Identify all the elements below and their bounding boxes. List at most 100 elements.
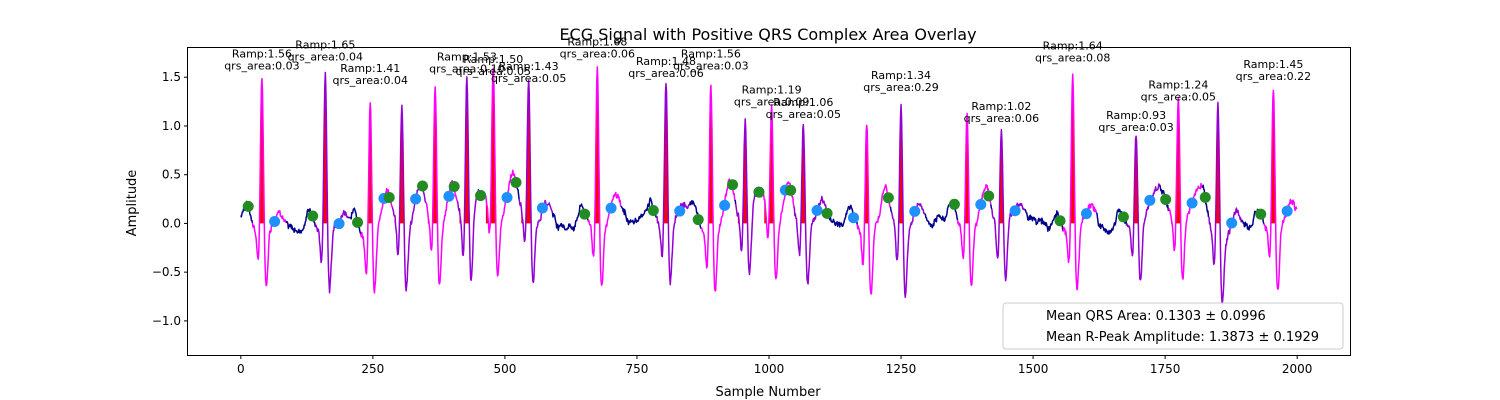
p-wave-marker-3 (383, 192, 395, 204)
annotation-ramp-3: Ramp:1.53 (437, 50, 497, 63)
annotation-ramp-16: Ramp:1.45 (1243, 58, 1303, 71)
annotation-ramp-14: Ramp:0.93 (1106, 109, 1166, 122)
annotation-qrs-area-11: qrs_area:0.29 (863, 81, 938, 94)
ecg-signal-segment-11 (518, 79, 554, 284)
t-wave-marker-21 (1226, 217, 1238, 229)
p-wave-marker-1 (307, 210, 319, 222)
t-wave-marker-1 (333, 218, 345, 230)
beat-annotations: Ramp:1.56qrs_area:0.03Ramp:1.65qrs_area:… (224, 36, 1311, 134)
annotation-qrs-area-9: qrs_area:0.09 (734, 95, 809, 108)
y-tick-label: −0.5 (152, 265, 181, 279)
y-tick-label: 0.0 (162, 216, 181, 230)
x-tick-label: 1500 (1018, 362, 1049, 376)
chart-title: ECG Signal with Positive QRS Complex Are… (559, 25, 976, 44)
annotation-qrs-area-3: qrs_area:0.10 (429, 62, 504, 75)
p-wave-marker-6 (475, 189, 487, 201)
ecg-signal-segment-5 (359, 102, 394, 294)
y-axis-label: Amplitude (125, 170, 140, 237)
ecg-signal-segment-22 (826, 204, 858, 228)
y-tick-label: −1.0 (152, 314, 181, 328)
annotation-ramp-6: Ramp:1.68 (567, 36, 627, 49)
p-wave-marker-0 (242, 200, 254, 212)
p-wave-marker-9 (647, 204, 659, 216)
ecg-signal-segment-17 (700, 84, 736, 292)
t-wave-marker-0 (269, 215, 281, 227)
x-tick-label: 1250 (886, 362, 917, 376)
p-wave-marker-12 (753, 186, 765, 198)
annotation-qrs-area-6: qrs_area:0.06 (560, 48, 635, 61)
t-wave-marker-18 (1080, 208, 1092, 220)
ecg-signal-segment-35 (1168, 96, 1203, 280)
t-wave-marker-17 (1009, 205, 1021, 217)
annotation-qrs-area-2: qrs_area:0.04 (332, 74, 407, 87)
t-wave-marker-22 (1281, 205, 1293, 217)
annotation-qrs-area-15: qrs_area:0.05 (1141, 91, 1216, 104)
t-wave-marker-14 (848, 212, 860, 224)
t-wave-marker-6 (501, 192, 513, 204)
ecg-signal-segment-28 (990, 204, 993, 210)
ecg-signal-segment-12 (551, 203, 589, 232)
annotation-ramp-4: Ramp:1.50 (463, 53, 523, 66)
t-wave-marker-8 (605, 202, 617, 214)
ecg-signal-segment-21 (793, 123, 828, 285)
x-tick-label: 0 (237, 362, 245, 376)
p-wave-marker-10 (692, 214, 704, 226)
p-wave-marker-17 (983, 190, 995, 202)
p-wave-marker-11 (727, 179, 739, 191)
x-tick-label: 2000 (1282, 362, 1313, 376)
t-wave-marker-10 (719, 199, 731, 211)
x-tick-label: 1000 (754, 362, 785, 376)
ecg-signal-segment-13 (587, 66, 622, 286)
p-wave-marker-7 (510, 177, 522, 189)
ecg-signal-segment-33 (1125, 135, 1161, 281)
legend-box (1002, 302, 1344, 350)
p-wave-marker-5 (448, 181, 460, 193)
p-wave-marker-21 (1199, 191, 1211, 203)
p-wave-marker-8 (579, 208, 591, 220)
annotation-qrs-area-12: qrs_area:0.06 (964, 112, 1039, 125)
annotation-qrs-area-10: qrs_area:0.05 (766, 108, 841, 121)
ecg-signal-segment-30 (1024, 208, 1064, 232)
annotation-ramp-1: Ramp:1.65 (295, 39, 355, 52)
t-wave-marker-19 (1144, 194, 1156, 206)
legend-entry-mean-qrs-area: Mean QRS Area: 0.1303 ± 0.0996 (1046, 309, 1266, 324)
p-wave-marker-13 (785, 184, 797, 196)
p-wave-marker-20 (1160, 194, 1172, 206)
y-tick-label: 0.5 (162, 168, 181, 182)
y-tick-label: 1.5 (162, 70, 181, 84)
ecg-signal-segment-20 (761, 104, 795, 280)
annotation-qrs-area-13: qrs_area:0.08 (1035, 52, 1110, 65)
annotation-ramp-0: Ramp:1.56 (232, 47, 292, 60)
annotation-qrs-area-1: qrs_area:0.04 (288, 51, 363, 64)
ecg-signal-segment-15 (655, 82, 691, 286)
annotation-ramp-8: Ramp:1.56 (681, 47, 741, 60)
annotation-qrs-area-5: qrs_area:0.05 (491, 72, 566, 85)
p-wave-marker-2 (352, 216, 364, 228)
t-wave-marker-13 (811, 204, 823, 216)
annotation-qrs-area-16: qrs_area:0.22 (1236, 70, 1311, 83)
p-wave-marker-16 (948, 198, 960, 210)
t-wave-marker-3 (410, 193, 422, 205)
y-tick-label: 1.0 (162, 119, 181, 133)
ecg-signal-segment-31 (1062, 73, 1098, 291)
t-wave-marker-20 (1186, 197, 1198, 209)
ecg-signal-segment-14 (620, 197, 657, 226)
annotation-ramp-15: Ramp:1.24 (1148, 79, 1208, 92)
annotation-ramp-5: Ramp:1.43 (499, 60, 559, 73)
p-wave-marker-19 (1117, 211, 1129, 223)
p-wave-marker-15 (882, 192, 894, 204)
x-tick-label: 750 (626, 362, 649, 376)
ecg-signal-segment-1 (251, 77, 287, 287)
legend: Mean QRS Area: 0.1303 ± 0.0996 Mean R-Pe… (1002, 302, 1344, 350)
annotation-qrs-area-7: qrs_area:0.06 (628, 67, 703, 80)
annotation-ramp-9: Ramp:1.19 (742, 83, 802, 96)
p-wave-marker-18 (1054, 215, 1066, 227)
x-axis-label: Sample Number (715, 385, 821, 400)
ecg-signal-segment-9 (483, 67, 518, 277)
x-tick-label: 250 (361, 362, 384, 376)
t-wave-marker-7 (536, 202, 548, 214)
annotation-ramp-10: Ramp:1.06 (773, 96, 833, 109)
annotation-qrs-area-4: qrs_area:0.05 (456, 65, 531, 78)
annotation-ramp-13: Ramp:1.64 (1043, 40, 1103, 53)
